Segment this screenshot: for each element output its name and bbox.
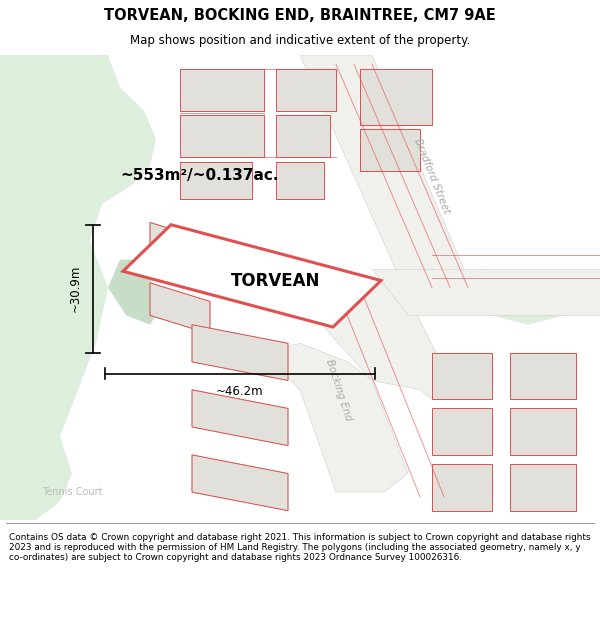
Polygon shape [510, 464, 576, 511]
Polygon shape [192, 325, 288, 381]
Polygon shape [264, 343, 408, 492]
Polygon shape [276, 162, 324, 199]
Polygon shape [180, 69, 264, 111]
Polygon shape [0, 55, 156, 520]
Polygon shape [192, 390, 288, 446]
Polygon shape [450, 269, 576, 325]
Text: Bradford Street: Bradford Street [412, 137, 452, 215]
Polygon shape [432, 464, 492, 511]
Polygon shape [510, 408, 576, 455]
Text: ~553m²/~0.137ac.: ~553m²/~0.137ac. [120, 168, 278, 183]
Polygon shape [432, 408, 492, 455]
Polygon shape [300, 278, 450, 399]
Polygon shape [150, 222, 210, 278]
Polygon shape [180, 116, 264, 158]
Text: Tennis Court: Tennis Court [42, 487, 103, 497]
Polygon shape [192, 455, 288, 511]
Text: ~30.9m: ~30.9m [69, 265, 82, 312]
Polygon shape [360, 69, 432, 125]
Polygon shape [510, 352, 576, 399]
Text: TORVEAN: TORVEAN [232, 271, 320, 289]
Polygon shape [123, 225, 381, 327]
Polygon shape [372, 269, 600, 316]
Polygon shape [180, 162, 252, 199]
Polygon shape [108, 259, 162, 325]
Polygon shape [150, 283, 210, 334]
Text: Contains OS data © Crown copyright and database right 2021. This information is : Contains OS data © Crown copyright and d… [9, 532, 590, 562]
Polygon shape [300, 55, 468, 297]
Text: Bocking End: Bocking End [324, 357, 354, 422]
Polygon shape [432, 352, 492, 399]
Text: TORVEAN, BOCKING END, BRAINTREE, CM7 9AE: TORVEAN, BOCKING END, BRAINTREE, CM7 9AE [104, 8, 496, 23]
Text: Map shows position and indicative extent of the property.: Map shows position and indicative extent… [130, 34, 470, 48]
Polygon shape [276, 116, 330, 158]
Polygon shape [276, 69, 336, 111]
Polygon shape [360, 129, 420, 171]
Text: ~46.2m: ~46.2m [216, 385, 264, 398]
